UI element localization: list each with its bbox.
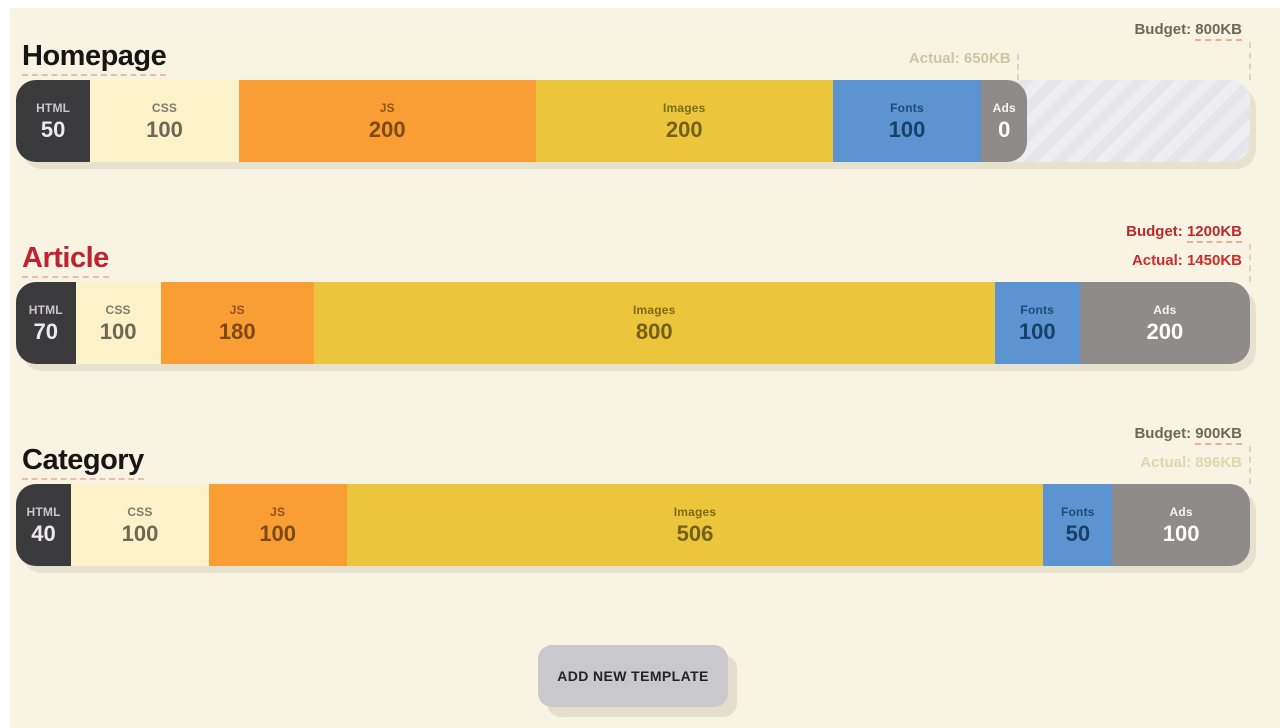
actual-label-text: Actual: xyxy=(1131,252,1183,269)
segment-value: 800 xyxy=(635,318,673,344)
segment-html[interactable]: HTML 50 xyxy=(16,80,91,162)
template-row-homepage: Homepage Budget: 800KB Actual: 650KB HTM… xyxy=(16,18,1251,162)
actual-label: Actual: 650KB xyxy=(909,51,1011,66)
budget-value: 800KB xyxy=(1195,21,1242,41)
actual-value: 650KB xyxy=(963,50,1011,67)
segment-value: 200 xyxy=(368,116,406,142)
budget-label: Budget: 900KB xyxy=(1134,425,1242,445)
budget-marker-line xyxy=(1249,244,1251,282)
budget-value: 1200KB xyxy=(1186,223,1242,243)
actual-label: Actual: 896KB xyxy=(1140,455,1242,470)
segment-css[interactable]: CSS 100 xyxy=(90,80,239,162)
segment-label: Ads xyxy=(992,100,1016,115)
segment-value: 100 xyxy=(1162,520,1200,546)
segment-value: 40 xyxy=(31,520,56,546)
segment-label: Fonts xyxy=(1020,302,1055,317)
segment-ads[interactable]: Ads 0 xyxy=(981,80,1028,162)
template-title: Homepage xyxy=(22,42,167,76)
actual-marker-line xyxy=(1016,54,1019,80)
budget-label: Budget: 800KB xyxy=(1134,21,1242,41)
segment-value: 506 xyxy=(676,520,714,546)
segment-fonts[interactable]: Fonts 100 xyxy=(994,282,1080,364)
performance-budget-page: Homepage Budget: 800KB Actual: 650KB HTM… xyxy=(10,8,1280,728)
template-title: Article xyxy=(22,244,109,278)
budget-bar: HTML 40 CSS 100 JS 100 Images 506 Fonts … xyxy=(16,484,1250,566)
segment-label: Images xyxy=(633,302,676,317)
segment-value: 100 xyxy=(146,116,183,142)
actual-label-text: Actual: xyxy=(908,50,960,67)
segment-label: Ads xyxy=(1169,504,1193,519)
segment-label: CSS xyxy=(127,504,153,519)
template-title: Category xyxy=(22,446,144,480)
segment-images[interactable]: Images 200 xyxy=(535,80,833,162)
budget-marker-line xyxy=(1249,446,1251,484)
remaining-budget-track xyxy=(1027,80,1250,162)
segment-label: HTML xyxy=(28,302,63,317)
segment-label: HTML xyxy=(26,504,61,519)
segment-fonts[interactable]: Fonts 100 xyxy=(832,80,982,162)
segment-images[interactable]: Images 506 xyxy=(346,484,1044,566)
budget-label-text: Budget: xyxy=(1126,223,1183,240)
segment-label: Images xyxy=(673,504,717,519)
segment-label: HTML xyxy=(36,100,71,115)
segment-js[interactable]: JS 200 xyxy=(238,80,536,162)
segment-value: 50 xyxy=(40,116,66,142)
budget-value: 900KB xyxy=(1195,425,1242,445)
budget-marker-line xyxy=(1249,42,1251,80)
segment-js[interactable]: JS 180 xyxy=(160,282,314,364)
segment-value: 180 xyxy=(218,318,256,344)
segment-value: 100 xyxy=(259,520,297,546)
segment-html[interactable]: HTML 40 xyxy=(16,484,72,566)
budget-label-text: Budget: xyxy=(1134,21,1192,38)
actual-value: 896KB xyxy=(1195,454,1242,471)
segment-value: 200 xyxy=(1146,318,1184,344)
actual-label-text: Actual: xyxy=(1140,454,1192,471)
budget-label-text: Budget: xyxy=(1134,425,1192,442)
segment-label: Images xyxy=(662,100,706,115)
segment-images[interactable]: Images 800 xyxy=(313,282,995,364)
segment-value: 50 xyxy=(1065,520,1091,546)
segment-value: 100 xyxy=(888,116,926,142)
segment-js[interactable]: JS 100 xyxy=(208,484,347,566)
budget-label: Budget: 1200KB xyxy=(1126,223,1242,243)
segment-ads[interactable]: Ads 100 xyxy=(1112,484,1250,566)
segment-value: 100 xyxy=(121,520,159,546)
segment-label: Fonts xyxy=(1061,504,1095,519)
segment-label: JS xyxy=(270,504,286,519)
segment-label: CSS xyxy=(151,100,178,115)
budget-bar: HTML 50 CSS 100 JS 200 Images 200 Fonts … xyxy=(16,80,1250,162)
segment-fonts[interactable]: Fonts 50 xyxy=(1043,484,1113,566)
segment-value: 0 xyxy=(998,116,1011,142)
row-header: Article Budget: 1200KB Actual: 1450KB xyxy=(16,220,1251,282)
segment-value: 100 xyxy=(1018,318,1056,344)
segment-label: JS xyxy=(229,302,245,317)
segment-label: CSS xyxy=(105,302,131,317)
segment-value: 70 xyxy=(33,318,59,344)
segment-value: 100 xyxy=(99,318,137,344)
add-new-template-button[interactable]: ADD NEW TEMPLATE xyxy=(538,645,728,707)
template-row-category: Category Budget: 900KB Actual: 896KB HTM… xyxy=(16,422,1251,566)
segment-ads[interactable]: Ads 200 xyxy=(1079,282,1250,364)
row-header: Category Budget: 900KB Actual: 896KB xyxy=(16,422,1251,484)
segment-css[interactable]: CSS 100 xyxy=(75,282,161,364)
actual-label: Actual: 1450KB xyxy=(1132,253,1242,268)
row-header: Homepage Budget: 800KB Actual: 650KB xyxy=(16,18,1251,80)
segment-value: 200 xyxy=(665,116,703,142)
segment-label: Ads xyxy=(1153,302,1177,317)
segment-html[interactable]: HTML 70 xyxy=(16,282,76,364)
template-row-article: Article Budget: 1200KB Actual: 1450KB HT… xyxy=(16,220,1251,364)
actual-value: 1450KB xyxy=(1186,252,1242,269)
budget-bar: HTML 70 CSS 100 JS 180 Images 800 Fonts … xyxy=(16,282,1250,364)
segment-label: Fonts xyxy=(890,100,924,115)
segment-label: JS xyxy=(379,100,395,115)
segment-css[interactable]: CSS 100 xyxy=(71,484,209,566)
